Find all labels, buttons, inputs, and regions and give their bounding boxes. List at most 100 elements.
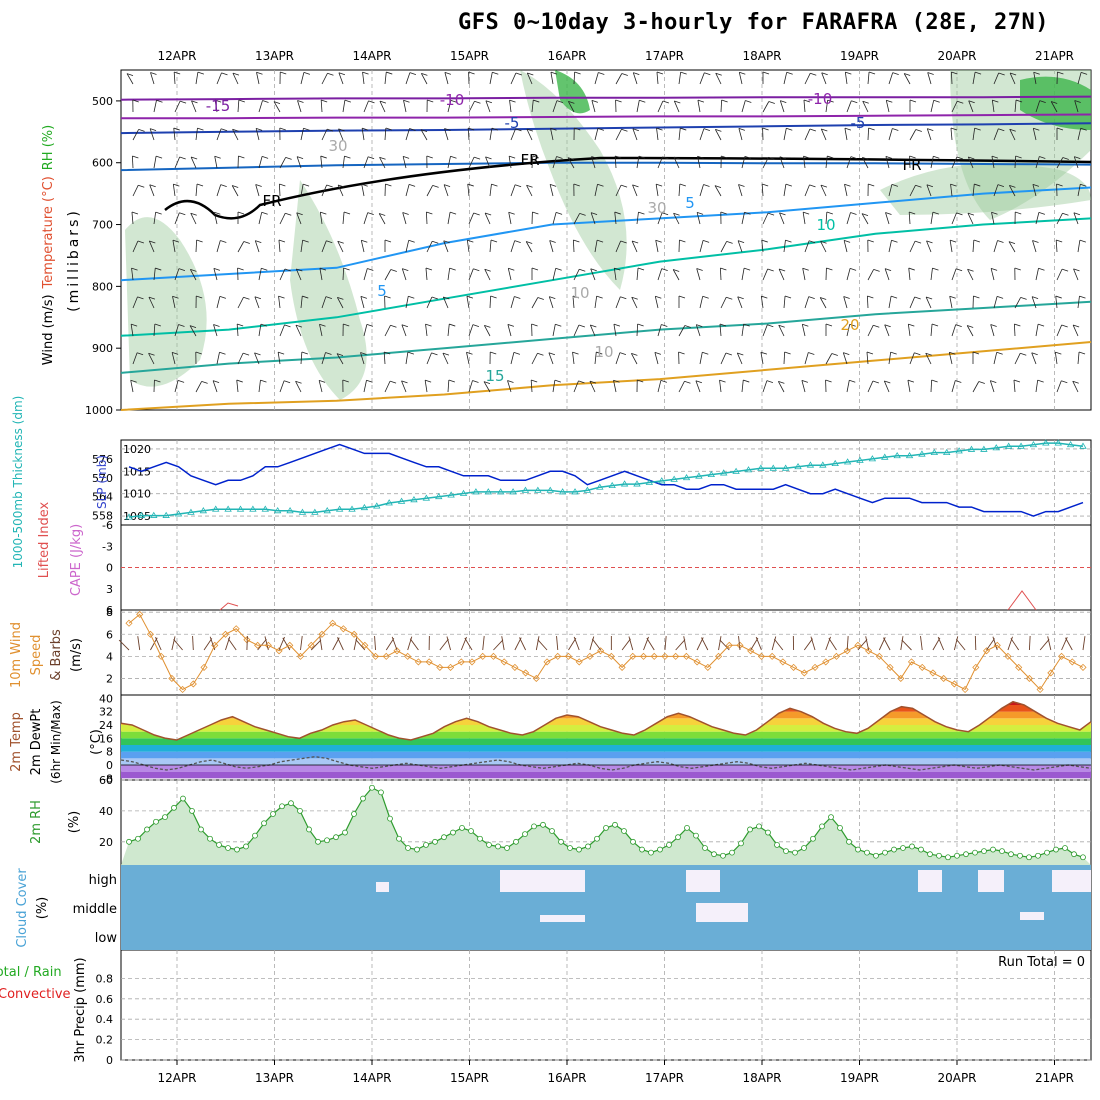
wind-barb <box>236 380 239 393</box>
wind-barb <box>779 212 785 225</box>
temp-band <box>121 751 1091 759</box>
wind-barb-flag <box>432 185 439 188</box>
wind-barb-flag <box>810 72 817 76</box>
wind-barb-flag <box>443 296 450 300</box>
wind-speed-point <box>725 641 733 649</box>
precip-total-label: Total / Rain <box>0 965 62 980</box>
wind-barb <box>360 296 365 309</box>
wind-speed-point <box>682 652 690 660</box>
wind-barb <box>720 352 727 365</box>
thickness-tick-label: 576 <box>92 453 113 466</box>
wind-barb-flag <box>466 351 473 355</box>
wind-barb <box>320 100 323 113</box>
wind-barb-flag <box>866 351 874 355</box>
wind-barb-flag <box>261 211 268 215</box>
rh-point <box>765 829 771 836</box>
wind-barb-flag <box>450 99 458 103</box>
wind-barb-flag <box>802 211 810 215</box>
rh-point <box>657 846 663 853</box>
wind-barb-flag <box>490 239 498 243</box>
wind-barb-flag <box>407 351 415 355</box>
date-label-top: 15APR <box>450 49 489 63</box>
wind-barb-flag <box>996 296 1004 299</box>
wind-barb-flag <box>726 241 733 244</box>
wind-barb <box>447 156 451 169</box>
wind-barb <box>926 184 932 197</box>
rh-point <box>414 846 420 853</box>
wind-barb-10m <box>482 636 485 651</box>
wind-barb <box>967 212 974 225</box>
wind-barb-flag <box>573 183 580 187</box>
wind-barb <box>363 380 367 393</box>
wind-barb <box>738 184 743 197</box>
wind-barb-flag <box>907 379 915 383</box>
wind-barb-flag <box>1061 324 1068 328</box>
wind-barb <box>132 296 138 309</box>
wind-barb-flag <box>974 183 981 187</box>
wind-barb-10m <box>920 636 923 651</box>
wind-barb <box>361 184 365 197</box>
cloud-clear-block <box>500 870 585 892</box>
wind-barb-flag <box>621 128 628 132</box>
wind-barb-flag <box>149 128 157 132</box>
wind-barb <box>673 100 680 113</box>
wind-barb <box>336 353 344 365</box>
wind-barb-flag <box>891 183 899 187</box>
wind-barb <box>655 184 659 197</box>
wind-barb <box>573 71 576 85</box>
precip-tick-label: 0.6 <box>96 993 114 1006</box>
wind-barb-flag <box>197 127 204 131</box>
date-label-bottom: 20APR <box>937 1071 976 1085</box>
wind-barb-flag <box>779 156 787 160</box>
wind-barb <box>720 99 723 113</box>
cloud-row-label: high <box>89 873 117 888</box>
wind-barb <box>296 156 302 169</box>
wind-barb <box>467 128 470 141</box>
wind-barb <box>972 381 980 393</box>
wind-barb-10m <box>719 639 730 651</box>
wind-barb-10m <box>646 637 655 651</box>
precip-tick-label: 0.2 <box>96 1034 114 1047</box>
wind-barb-flag <box>262 100 269 103</box>
wind-barb-flag <box>890 351 897 355</box>
wind-barb-flag <box>362 71 369 75</box>
wind-barb <box>1009 185 1016 197</box>
wind-barb <box>279 324 285 337</box>
upper-air-ylabel-part: RH (%) <box>41 125 56 170</box>
wind-barb <box>466 296 470 309</box>
wind-barb <box>949 296 953 309</box>
wind-barb <box>632 128 638 141</box>
wind-barb <box>760 296 764 309</box>
wind-barb-flag <box>721 99 728 103</box>
rh-point <box>126 838 132 845</box>
wind-barb-flag <box>998 72 1005 76</box>
wind-barb <box>888 72 894 85</box>
wind-barb-10m <box>337 637 344 651</box>
rh-point <box>954 852 960 859</box>
wind-barb <box>930 268 933 281</box>
rh-point <box>630 838 636 845</box>
wind-barb <box>401 268 407 281</box>
rh-point <box>720 852 726 859</box>
wind-barb <box>678 325 686 337</box>
wind-barb <box>237 241 245 253</box>
wind-barb <box>591 156 596 169</box>
wind-speed-point <box>972 663 980 671</box>
wind-barb-flag <box>933 155 940 159</box>
slp-tick-label: 1010 <box>123 488 151 501</box>
wind-barb <box>699 296 704 309</box>
wind-barb-flag <box>1032 184 1040 187</box>
wind-barb-flag <box>778 268 786 272</box>
wind-barb <box>594 128 599 141</box>
date-label-top: 14APR <box>352 49 391 63</box>
wind-barb <box>654 296 659 309</box>
wind-barb <box>212 380 218 393</box>
wind-barb <box>338 72 344 85</box>
wind-barb <box>195 184 198 197</box>
rh-point <box>486 842 492 848</box>
wind-barb <box>1056 268 1063 281</box>
wind-barb-flag <box>662 100 670 104</box>
wind-barb <box>885 156 890 169</box>
wind-barb-10m <box>171 636 176 651</box>
